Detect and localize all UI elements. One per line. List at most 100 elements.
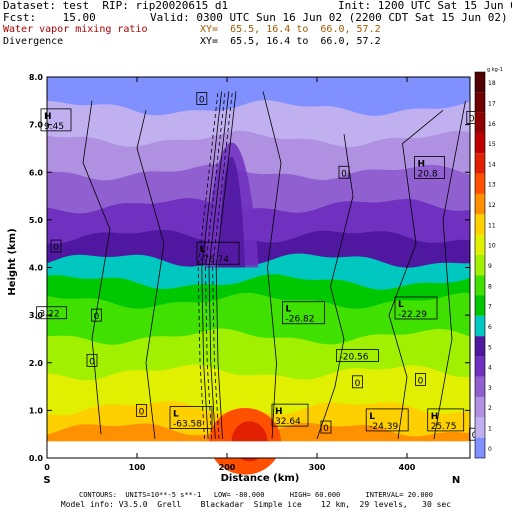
colorbar-label-12: 12 <box>488 202 496 209</box>
colorbar-swatch-6 <box>475 315 485 337</box>
extremum-box-0 <box>40 108 72 132</box>
contour-east-4 <box>433 100 466 439</box>
extremum-value-1: 20.8 <box>418 169 438 179</box>
extremum-value-0: 9.45 <box>44 122 64 132</box>
contour-west-2 <box>82 100 111 435</box>
zero-label-6: 0 <box>355 379 361 389</box>
colorbar-swatch-0 <box>475 437 485 458</box>
extremum-value-7: -63.58 <box>173 420 202 430</box>
colorbar-label-8: 8 <box>488 283 492 290</box>
divergence-contours <box>82 91 466 440</box>
contour-updraft-1 <box>201 91 222 439</box>
zero-label-box-5 <box>91 308 102 322</box>
zero-label-4: 0 <box>89 357 95 367</box>
x-start-label: S <box>43 475 50 486</box>
colorbar-label-11: 11 <box>488 222 496 229</box>
y-tick-label-1: 1.0 <box>29 406 44 415</box>
colorbar-label-1: 1 <box>488 426 492 433</box>
zero-label-box-8 <box>320 420 332 434</box>
extremum-value-10: 25.75 <box>431 422 457 432</box>
moist-column-2 <box>218 156 245 268</box>
colorbar-swatch-13 <box>475 173 485 194</box>
colorbar-swatch-1 <box>475 417 485 438</box>
colorbar-label-16: 16 <box>488 121 496 128</box>
colorbar-swatch-12 <box>475 193 485 215</box>
colorbar-label-10: 10 <box>488 243 496 250</box>
zero-label-0: 0 <box>199 95 205 105</box>
zero-label-box-7 <box>415 373 426 386</box>
x-tick-label-1: 100 <box>129 463 146 472</box>
zero-label-box-2 <box>338 165 350 179</box>
zero-label-10: 0 <box>139 407 145 417</box>
contour-updraft-3 <box>208 91 230 439</box>
colorbar-label-15: 15 <box>488 141 496 148</box>
zero-label-box-3 <box>50 239 62 253</box>
zero-label-box-4 <box>86 353 98 367</box>
extremum-box-5 <box>36 306 67 320</box>
extremum-box-9 <box>365 408 409 432</box>
colorbar-swatch-8 <box>475 275 485 296</box>
zero-label-2: 0 <box>341 169 347 179</box>
colorbar-swatch-11 <box>475 214 485 235</box>
colorbar-label-2: 2 <box>488 405 492 412</box>
colorbar-swatch-14 <box>475 153 485 174</box>
zero-label-box-10 <box>136 403 147 417</box>
colorbar-swatch-7 <box>475 295 485 316</box>
extremum-box-10 <box>427 408 465 432</box>
contour-info: CONTOURS: UNITS=10**-5 s**-1 LOW= -80.00… <box>78 491 433 499</box>
contour-updraft-0 <box>197 91 219 439</box>
extremum-value-4: -22.29 <box>398 310 427 320</box>
y-tick-label-4: 4.0 <box>29 264 44 273</box>
valid-time-label: Valid: 0300 UTC Sun 16 Jun 02 (2200 CDT … <box>150 11 508 24</box>
contour-east-3 <box>388 109 444 439</box>
extremum-type-8: H <box>275 407 283 417</box>
extremum-box-6 <box>336 349 379 363</box>
zero-label-box-0 <box>196 92 208 105</box>
colorbar-swatch-2 <box>475 397 485 418</box>
y-tick-label-6: 6.0 <box>29 168 44 177</box>
init-time-label: Init: 1200 UTC Sat 15 Jun 02 <box>338 0 512 12</box>
x-tick-label-2: 200 <box>219 463 236 472</box>
colorbar-swatch-17 <box>475 92 485 113</box>
extremum-value-8: 32.64 <box>275 417 301 427</box>
zero-label-9: 0 <box>472 431 478 441</box>
colorbar-label-6: 6 <box>488 324 492 331</box>
field-title-divergence: Divergence <box>3 36 64 47</box>
y-tick-label-5: 5.0 <box>29 216 44 225</box>
extremum-box-4 <box>394 296 438 320</box>
zero-label-box-6 <box>352 375 363 389</box>
extremum-box-7 <box>169 406 213 429</box>
extremum-value-9: -24.39 <box>369 422 398 432</box>
x-axis-label: Distance (km) <box>221 473 300 484</box>
colorbar-swatch-16 <box>475 112 485 133</box>
colorbar-swatch-4 <box>475 356 485 377</box>
colorbar-swatch-10 <box>475 234 485 255</box>
axes: 0.0 1.0 2.0 3.0 4.0 5.0 6.0 7.0 8.0 0 100 200 300 400 <box>29 73 470 472</box>
extremum-box-2 <box>196 241 240 265</box>
colorbar-label-14: 14 <box>488 161 496 168</box>
colorbar-label-5: 5 <box>488 344 492 351</box>
colorbar-units: g kg-1 <box>487 67 503 73</box>
extremum-type-10: H <box>431 412 439 422</box>
extremum-value-6: -20.56 <box>340 353 369 363</box>
extremum-type-3: L <box>286 305 292 315</box>
contour-west-1 <box>136 110 165 439</box>
mixing-ratio-fill <box>47 77 470 475</box>
y-tick-label-3: 3.0 <box>29 311 44 320</box>
extremum-type-2: L <box>200 245 206 255</box>
y-tick-label-7: 7.0 <box>29 121 44 130</box>
colorbar-label-4: 4 <box>488 365 492 372</box>
dataset-label: Dataset: test RIP: rip20020615 d1 <box>3 0 229 12</box>
colorbar-label-13: 13 <box>488 182 496 189</box>
extremum-type-7: L <box>173 410 179 420</box>
extremum-type-0: H <box>44 112 52 122</box>
zero-label-8: 0 <box>323 424 329 434</box>
contour-updraft-2 <box>204 91 226 439</box>
y-axis-label: Height (km) <box>7 228 18 295</box>
extremum-value-3: -26.82 <box>286 315 315 325</box>
colorbar-label-9: 9 <box>488 263 492 270</box>
forecast-time-label: Fcst: 15.00 <box>3 11 96 24</box>
colorbar-frame <box>474 71 486 459</box>
contour-updraft-4 <box>212 91 233 439</box>
